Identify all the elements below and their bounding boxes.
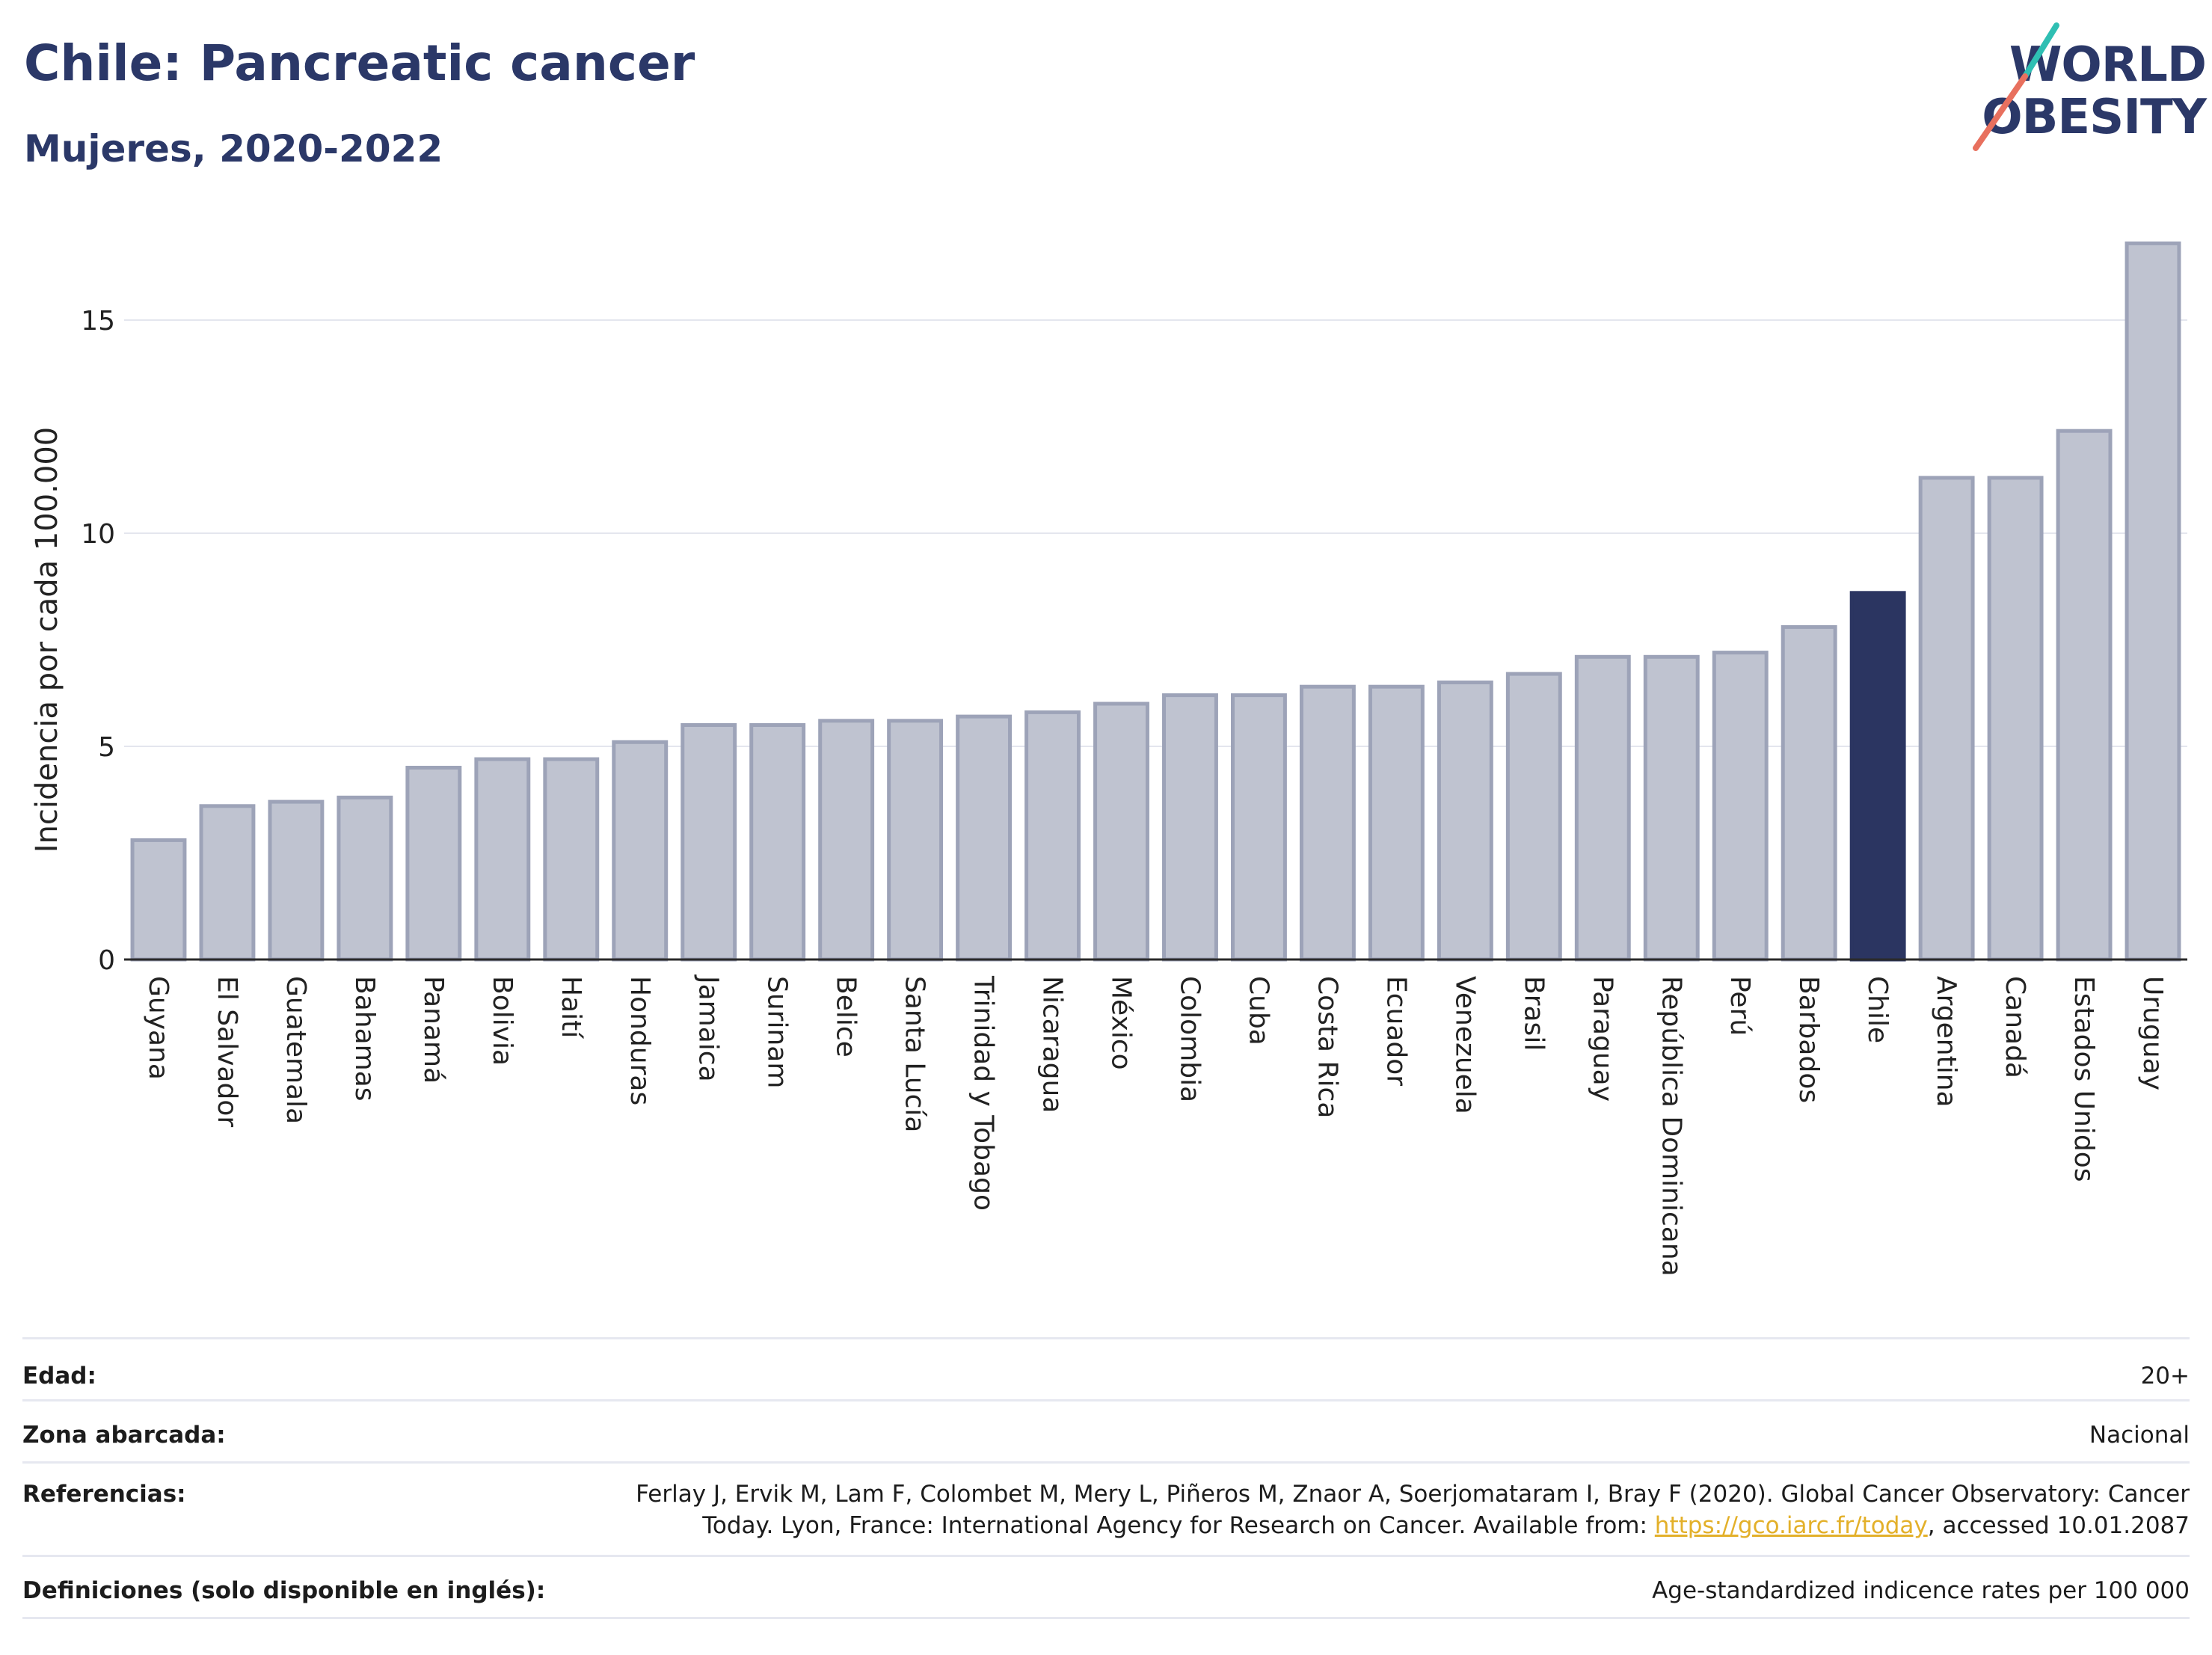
bar-cuba [1231,693,1287,962]
footer-value-definitions: Age-standardized indicence rates per 100… [1652,1577,2190,1604]
x-tick-label: Guatemala [280,976,311,1124]
bar-república-dominicana [1643,654,1700,962]
references-link[interactable]: https://gco.iarc.fr/today [1654,1512,1928,1539]
footer-row-age: Edad: 20+ [22,1337,2190,1399]
x-tick-label: Honduras [624,976,655,1105]
bar-panamá [405,766,462,962]
x-tick-label: Bahamas [349,976,380,1102]
bar-brasil [1505,672,1562,962]
bar-guyana [130,838,187,962]
bar-guatemala [268,799,325,962]
x-tick-label: Surinam [762,976,793,1088]
bar-el-salvador [199,804,256,962]
references-accessed-text: , accessed 10.01.2087 [1927,1512,2190,1539]
x-tick-label: Argentina [1931,976,1961,1108]
x-tick-label: Colombia [1174,976,1205,1102]
x-tick-label: Paraguay [1587,976,1617,1102]
x-tick-label: Santa Lucía [900,976,930,1132]
x-tick-label: Ecuador [1380,976,1411,1086]
x-tick-label: Trinidad y Tobago [968,975,999,1211]
bar-chart: 0 5 10 15 Guyana El Salvador Guatemala Bahamas… [30,241,2187,1277]
bar-uruguay [2125,241,2181,962]
footer-label-definitions: Definiciones (solo disponible en inglés)… [22,1577,546,1604]
bar-santa-lucía [887,719,944,962]
x-tick-label: Cuba [1243,976,1274,1045]
footer-row-references: Referencias: Ferlay J, Ervik M, Lam F, C… [22,1461,2190,1555]
x-axis: Guyana El Salvador Guatemala Bahamas Panamá B… [124,958,2187,1277]
references-text: Ferlay J, Ervik M, Lam F, Colombet M, Me… [636,1481,2190,1539]
footer-label-area: Zona abarcada: [22,1422,226,1449]
footer-label-age: Edad: [22,1363,96,1390]
y-axis-label: Incidencia por cada 100.000 [30,427,64,853]
x-tick-label: Belice [831,976,861,1057]
footer-label-references: Referencias: [22,1481,186,1508]
x-tick-label: México [1106,976,1137,1070]
bar-argentina [1918,476,1975,962]
footer-value-references: Ferlay J, Ervik M, Lam F, Colombet M, Me… [582,1464,2190,1541]
bar-perú [1712,651,1769,962]
chart-bars [130,241,2181,962]
x-tick-label: Panamá [418,976,449,1084]
bar-jamaica [681,723,737,962]
y-tick-label-10: 10 [81,519,115,550]
footer-row-area: Zona abarcada: Nacional [22,1399,2190,1461]
chart-subtitle: Mujeres, 2020-2022 [24,127,443,171]
x-tick-label: Canadá [2000,976,2030,1078]
logo-slash-icon [1973,22,2059,151]
y-tick-label-0: 0 [98,945,115,976]
bar-barbados [1781,624,1837,962]
bar-haití [543,757,600,962]
bar-venezuela [1437,681,1493,962]
footer-row-definitions: Definiciones (solo disponible en inglés)… [22,1555,2190,1619]
x-tick-label: Uruguay [2137,976,2168,1090]
bar-chile [1849,591,1906,962]
y-tick-label-15: 15 [81,306,115,337]
bar-honduras [612,740,669,962]
bar-estados-unidos [2056,429,2113,962]
x-tick-label: Jamaica [693,974,724,1082]
y-tick-label-5: 5 [98,732,115,763]
y-axis: 0 5 10 15 [81,306,115,976]
x-tick-label: Costa Rica [1312,976,1342,1118]
x-tick-label: Haití [556,976,586,1039]
footer-value-age: 20+ [2140,1363,2190,1390]
world-obesity-logo: WORLD OBESITY [1952,21,2207,163]
bar-paraguay [1574,654,1631,962]
bar-costa-rica [1299,684,1356,962]
x-tick-label: El Salvador [212,976,242,1127]
bar-méxico [1093,701,1149,962]
bar-belice [818,719,875,962]
x-tick-label: Barbados [1793,976,1824,1103]
x-tick-label: Brasil [1518,976,1549,1051]
bar-colombia [1162,693,1218,962]
x-tick-label: Venezuela [1449,976,1480,1114]
chart-title: Chile: Pancreatic cancer [24,34,695,92]
logo-text-obesity: OBESITY [1982,90,2207,145]
x-tick-label: Nicaragua [1037,976,1068,1113]
bar-bahamas [337,795,393,962]
x-tick-label: Bolivia [487,976,517,1066]
bar-trinidad-y-tobago [956,714,1013,962]
x-tick-label: Estados Unidos [2068,976,2099,1182]
footer-value-area: Nacional [2089,1422,2190,1449]
x-tick-label: Guyana [143,976,173,1080]
bar-ecuador [1368,684,1425,962]
bar-nicaragua [1024,710,1081,962]
bar-surinam [749,723,806,962]
bar-bolivia [474,757,531,962]
x-tick-label: Perú [1724,976,1755,1036]
chart-footer: Edad: 20+ Zona abarcada: Nacional Refere… [22,1337,2190,1619]
chart-grid [124,319,2187,747]
bar-canadá [1987,476,2044,962]
x-tick-label: República Dominicana [1656,976,1686,1277]
x-tick-label: Chile [1862,976,1893,1043]
